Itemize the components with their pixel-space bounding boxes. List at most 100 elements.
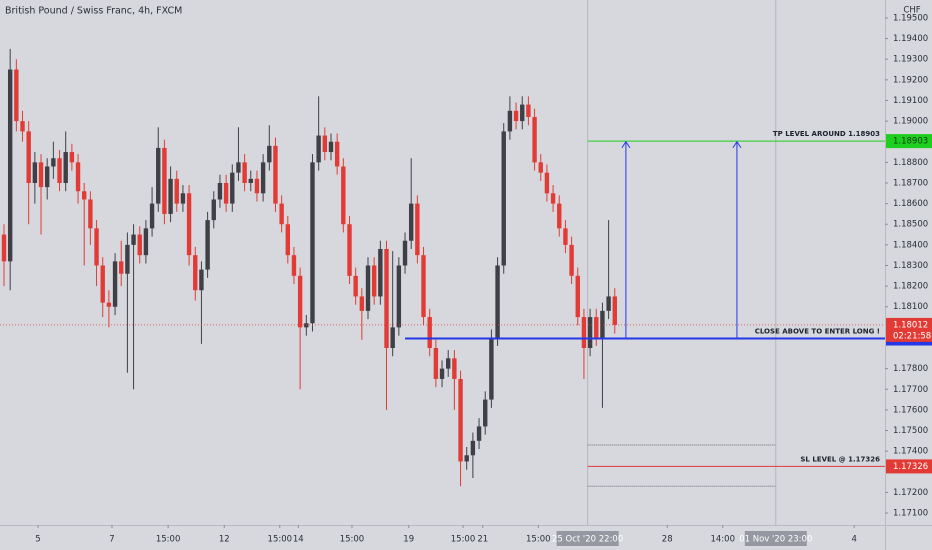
candle-body (587, 317, 593, 349)
level-price-box (886, 134, 932, 149)
y-tick-label: 1.18600 (893, 199, 928, 209)
candle-body (100, 265, 105, 303)
y-tick-label: 1.19200 (893, 75, 928, 85)
candle-body (112, 261, 118, 307)
y-tick-label: 1.17500 (893, 426, 928, 436)
candle-body (433, 348, 439, 379)
candle-body (495, 265, 500, 338)
candle-body (371, 265, 377, 297)
candle-body (38, 162, 44, 188)
candle-body (365, 265, 371, 311)
last-price-label: 1.18012 (893, 320, 928, 330)
candle-body (408, 203, 414, 241)
candle-body (267, 145, 272, 163)
candle-body (353, 275, 358, 297)
candle-body (483, 399, 488, 427)
y-tick-label: 1.18700 (893, 178, 928, 188)
candle-body (291, 255, 297, 276)
candle-body (384, 248, 389, 349)
candle-body (20, 121, 25, 132)
y-tick-label: 1.18300 (893, 261, 928, 271)
y-tick-label: 1.19000 (893, 117, 928, 127)
y-tick-label: 1.17800 (893, 364, 928, 374)
level-price-box (886, 459, 932, 474)
candle-body (180, 193, 186, 204)
candle-body (82, 191, 87, 200)
x-tick-label: 15:00 (340, 535, 365, 545)
level-text: CLOSE ABOVE TO ENTER LONG ! (755, 328, 880, 336)
candle-body (520, 104, 525, 122)
x-tick-label: 14:00 (710, 535, 735, 545)
y-tick-label: 1.17600 (893, 405, 928, 415)
y-tick-label: 1.18100 (893, 302, 928, 312)
y-tick-label: 1.18400 (893, 240, 928, 250)
y-tick-label: 1.17200 (893, 488, 928, 498)
candle-body (211, 199, 216, 221)
candle-body (470, 440, 476, 456)
candle-body (563, 228, 568, 245)
candle-body (446, 358, 451, 369)
candle-body (557, 203, 562, 229)
candle-body (347, 224, 352, 276)
candle-body (14, 69, 19, 122)
candle-body (378, 248, 383, 297)
range-label-box (556, 531, 619, 546)
candle-body (285, 224, 291, 256)
candle-body (304, 323, 309, 328)
level-text: TP LEVEL AROUND 1.18903 (773, 130, 880, 138)
candle-body (390, 327, 395, 349)
candle-body (427, 317, 432, 349)
candle-body (143, 228, 149, 256)
candle-body (476, 426, 482, 441)
candle-body (125, 244, 130, 274)
candle-body (69, 152, 75, 163)
last-price-box (886, 317, 932, 342)
level-price-label: 1.17326 (893, 462, 928, 472)
candle-body (119, 261, 124, 274)
candle-body (322, 135, 328, 153)
candle-body (186, 193, 192, 256)
candle-body (88, 199, 93, 229)
candle-body (44, 166, 50, 188)
y-tick-label: 1.19500 (893, 13, 928, 23)
candle-body (415, 203, 420, 256)
candle-body (501, 131, 506, 266)
candle-body (334, 141, 340, 167)
candle-body (217, 182, 223, 200)
candle-body (581, 317, 587, 349)
candle-body (273, 145, 278, 204)
x-tick-label: 15:00 (156, 535, 181, 545)
y-tick-label: 1.19100 (893, 96, 928, 106)
x-tick-label: 19 (403, 535, 414, 545)
candle-body (199, 269, 204, 291)
candle-body (205, 220, 210, 270)
candle-body (297, 275, 303, 328)
x-tick-label: 21 (477, 535, 488, 545)
candle-body (489, 337, 494, 400)
candle-body (569, 244, 574, 276)
candle-body (402, 240, 408, 266)
candle-body (57, 158, 62, 183)
candle-body (174, 178, 179, 204)
candle-body (193, 255, 198, 291)
candle-body (223, 182, 229, 204)
candle-body (544, 172, 550, 194)
x-tick-label: 14 (293, 535, 304, 545)
candle-body (149, 203, 155, 229)
currency: CHF (903, 6, 920, 16)
x-tick-label: 15:00 (451, 535, 476, 545)
candle-body (452, 358, 457, 379)
candle-body (316, 135, 321, 163)
candle-body (279, 203, 284, 225)
y-tick-label: 1.18500 (893, 220, 928, 230)
candle-body (600, 310, 605, 338)
candle-body (341, 166, 346, 225)
candle-body (550, 193, 556, 204)
candle-body (439, 368, 445, 379)
candle-body (538, 162, 543, 173)
arrow-head (621, 140, 631, 148)
candle-body (32, 162, 38, 183)
candle-body (162, 147, 167, 214)
